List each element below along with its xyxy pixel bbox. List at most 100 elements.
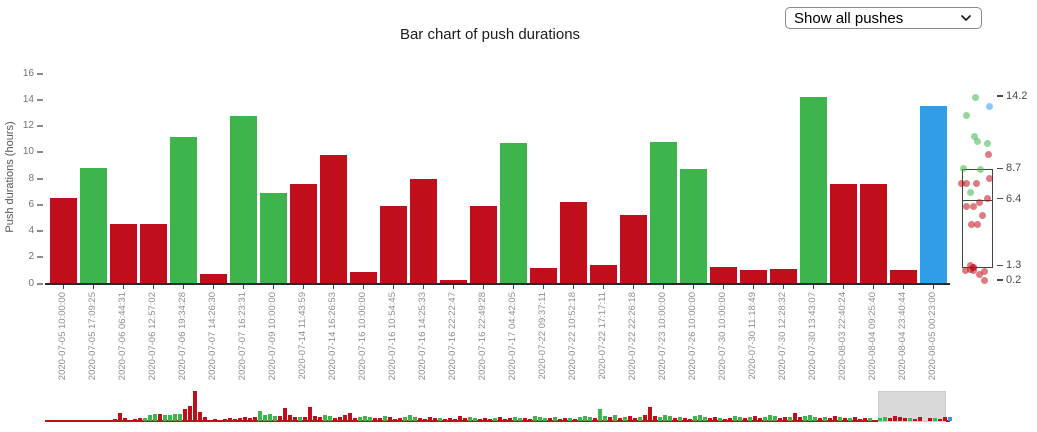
push-bar[interactable] (289, 183, 317, 284)
overview-bar (808, 415, 812, 421)
scatter-point (959, 164, 967, 172)
overview-bar (283, 408, 287, 421)
push-bar[interactable] (499, 143, 527, 284)
overview-bar (118, 413, 122, 421)
overview-bar (133, 419, 137, 421)
overview-bar (473, 418, 477, 421)
push-bar[interactable] (109, 224, 137, 284)
push-bar[interactable] (829, 183, 857, 284)
y-tick-label: 4 (28, 225, 34, 237)
scatter-point (969, 266, 977, 274)
overview-bar (168, 415, 172, 421)
summary-tick-mark (997, 279, 1003, 281)
overview-bar (248, 418, 252, 421)
overview-bar (368, 417, 372, 421)
overview-bar (418, 418, 422, 421)
x-tick-mark (483, 285, 484, 289)
push-bar[interactable] (649, 141, 677, 284)
overview-bar (348, 413, 352, 421)
push-bar[interactable] (139, 224, 167, 284)
push-bar[interactable] (619, 215, 647, 284)
overview-bar (833, 416, 837, 421)
overview-bar (838, 417, 842, 421)
x-tick-mark (753, 285, 754, 289)
overview-bar (813, 417, 817, 421)
push-bar[interactable] (679, 169, 707, 284)
x-tick-label: 2020-07-30 13:43:07 (807, 292, 818, 381)
y-tick-label: 14 (22, 93, 34, 105)
overview-bar (848, 418, 852, 421)
push-bar[interactable] (769, 269, 797, 284)
scatter-point (976, 165, 984, 173)
brush-selection[interactable] (878, 391, 946, 422)
push-bar[interactable] (169, 136, 197, 284)
push-bar[interactable] (349, 271, 377, 284)
overview-bar (483, 418, 487, 421)
push-bar[interactable] (529, 267, 557, 284)
y-tick-mark (37, 203, 43, 206)
push-bar[interactable] (439, 280, 467, 284)
overview-bar (428, 417, 432, 421)
push-bar[interactable] (199, 274, 227, 284)
push-bar[interactable] (799, 97, 827, 284)
x-tick-label: 2020-07-16 22:49:28 (477, 292, 488, 381)
scatter-point (970, 202, 978, 210)
push-bar[interactable] (409, 178, 437, 284)
overview-bar (183, 409, 187, 421)
push-bar[interactable] (859, 183, 887, 284)
push-bar[interactable] (79, 168, 107, 284)
x-tick-mark (153, 285, 154, 289)
y-tick-label: 12 (22, 120, 34, 132)
overview-bar (293, 417, 297, 421)
overview-bar (703, 417, 707, 421)
push-bar[interactable] (469, 206, 497, 284)
push-bar[interactable] (889, 270, 917, 284)
overview-bar (498, 417, 502, 421)
overview-bar (273, 416, 277, 421)
overview-bar (793, 413, 797, 421)
x-tick-mark (183, 285, 184, 289)
overview-bar (523, 418, 527, 421)
overview-bar (888, 418, 892, 421)
push-bar[interactable] (49, 198, 77, 284)
scatter-point (973, 138, 981, 146)
scatter-point (980, 268, 988, 276)
push-bar[interactable] (379, 206, 407, 284)
overview-bar (263, 415, 267, 421)
push-bar[interactable] (559, 202, 587, 284)
x-tick-label: 2020-07-06 19:34:28 (177, 292, 188, 381)
push-filter-selected-label: Show all pushes (794, 9, 904, 27)
push-bar[interactable] (229, 115, 257, 284)
overview-bar (493, 418, 497, 421)
overview-bar (933, 418, 937, 421)
overview-bar (803, 416, 807, 421)
overview-bar (743, 418, 747, 421)
scatter-point (983, 139, 991, 147)
overview-bar (538, 417, 542, 421)
summary-tick-label: 14.2 (997, 90, 1027, 102)
y-tick-label: 16 (22, 67, 34, 79)
overview-bar (758, 418, 762, 421)
push-bar[interactable] (589, 265, 617, 284)
chevron-down-icon (960, 12, 972, 24)
overview-bar (928, 418, 932, 421)
push-filter-dropdown[interactable]: Show all pushes (785, 7, 982, 29)
overview-bar (213, 419, 217, 421)
push-bar[interactable] (319, 154, 347, 284)
push-bar[interactable] (709, 267, 737, 284)
push-bar[interactable] (259, 192, 287, 284)
x-tick-label: 2020-07-14 11:43:59 (297, 292, 308, 380)
x-tick-mark (213, 285, 214, 289)
push-bar[interactable] (739, 270, 767, 284)
push-bar[interactable] (919, 106, 947, 284)
overview-bar (613, 415, 617, 421)
scatter-point (985, 175, 993, 183)
scatter-point (983, 194, 991, 202)
overview-bar (193, 391, 197, 421)
overview-bar (818, 418, 822, 421)
overview-bar (658, 417, 662, 421)
summary-tick-label: 6.4 (997, 193, 1021, 205)
x-tick-label: 2020-07-05 10:00:00 (57, 292, 68, 381)
x-tick-mark (93, 285, 94, 289)
overview-bar (948, 417, 952, 421)
